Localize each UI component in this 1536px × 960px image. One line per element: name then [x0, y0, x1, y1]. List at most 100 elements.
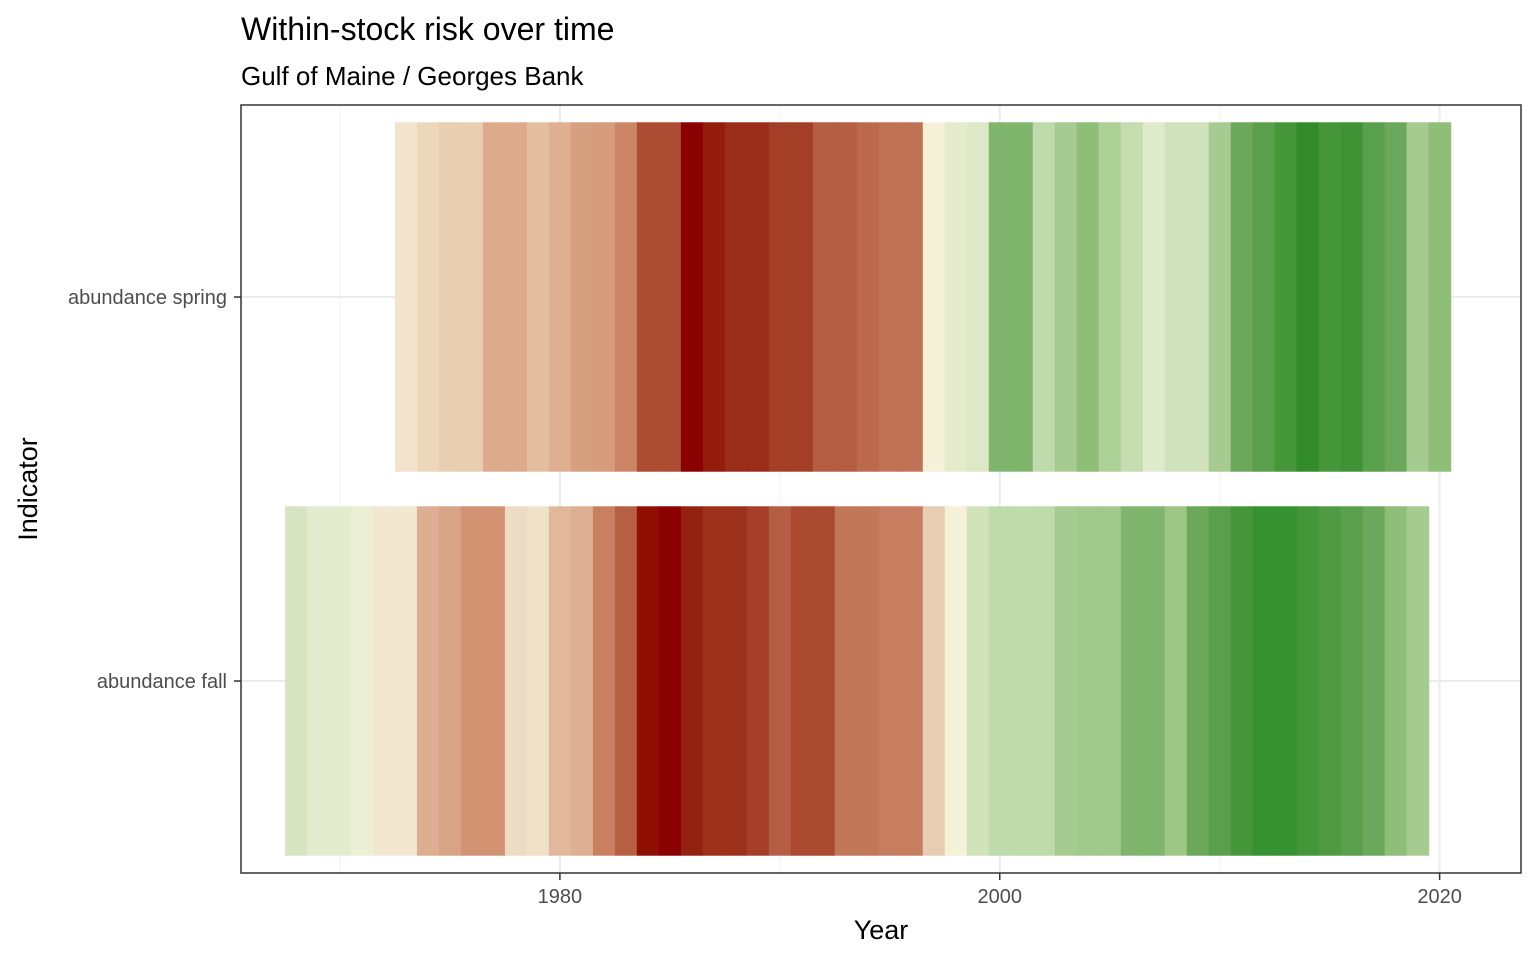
heatmap-tile [988, 122, 1012, 472]
heatmap-tile [592, 506, 616, 856]
heatmap-tile [746, 122, 770, 472]
panel-border [240, 104, 1522, 874]
heatmap-tile [834, 122, 858, 472]
heatmap-tile [680, 506, 704, 856]
x-tick-label: 2000 [978, 886, 1023, 908]
heatmap-tile [856, 506, 880, 856]
heatmap-tile [416, 506, 440, 856]
heatmap-tile [526, 122, 550, 472]
heatmap-tile [526, 506, 550, 856]
heatmap-tile [1428, 122, 1452, 472]
heatmap-tile [724, 122, 748, 472]
heatmap-tile [922, 122, 946, 472]
x-tick-label: 1980 [538, 886, 583, 908]
heatmap-tile [1362, 506, 1386, 856]
heatmap-tile [548, 506, 572, 856]
heatmap-tile [966, 506, 990, 856]
heatmap-tile [856, 122, 880, 472]
heatmap-tile [306, 506, 330, 856]
heatmap-tile [988, 506, 1012, 856]
heatmap-tiles [284, 122, 1452, 856]
heatmap-tile [1010, 122, 1034, 472]
heatmap-tile [878, 506, 902, 856]
heatmap-tile [1406, 506, 1430, 856]
chart-title: Within-stock risk over time [241, 11, 614, 47]
heatmap-tile [570, 122, 594, 472]
heatmap-tile [922, 506, 946, 856]
heatmap-tile [702, 506, 726, 856]
heatmap-tile [702, 122, 726, 472]
heatmap-tile [1098, 506, 1122, 856]
heatmap-tile [790, 122, 814, 472]
heatmap-tile [1252, 122, 1276, 472]
heatmap-tile [878, 122, 902, 472]
heatmap-tile [636, 506, 660, 856]
heatmap-tile [1098, 122, 1122, 472]
heatmap-tile [328, 506, 352, 856]
heatmap-tile [1296, 122, 1320, 472]
heatmap-tile [1076, 122, 1100, 472]
heatmap-tile [284, 506, 308, 856]
heatmap-tile [438, 506, 462, 856]
heatmap-tile [790, 506, 814, 856]
heatmap-tile [1318, 122, 1342, 472]
heatmap-tile [438, 122, 462, 472]
heatmap-tile [1054, 506, 1078, 856]
heatmap-tile [680, 122, 704, 472]
heatmap-tile [1362, 122, 1386, 472]
heatmap-tile [548, 122, 572, 472]
heatmap-tile [350, 506, 374, 856]
heatmap-tile [966, 122, 990, 472]
heatmap-tile [1340, 122, 1364, 472]
heatmap-tile [482, 506, 506, 856]
heatmap-tile [504, 506, 528, 856]
heatmap-tile [482, 122, 506, 472]
heatmap-tile [372, 506, 396, 856]
heatmap-tile [812, 122, 836, 472]
axes: 1980 2000 2020 abundance fall abundance spri… [68, 287, 1462, 908]
heatmap-tile [1032, 122, 1056, 472]
heatmap-tile [900, 122, 924, 472]
heatmap-tile [614, 506, 638, 856]
heatmap-tile [1120, 506, 1144, 856]
heatmap-tile [658, 506, 682, 856]
heatmap-tile [768, 122, 792, 472]
heatmap-tile [944, 122, 968, 472]
heatmap-tile [1186, 122, 1210, 472]
heatmap-tile [592, 122, 616, 472]
heatmap-tile [1186, 506, 1210, 856]
heatmap-tile [1406, 122, 1430, 472]
heatmap-tile [1164, 122, 1188, 472]
heatmap-tile [1252, 506, 1276, 856]
heatmap-tile [900, 506, 924, 856]
heatmap-tile [1032, 506, 1056, 856]
heatmap-tile [504, 122, 528, 472]
heatmap-tile [570, 506, 594, 856]
y-tick-label: abundance fall [97, 671, 227, 693]
heatmap-tile [1054, 122, 1078, 472]
heatmap-tile [768, 506, 792, 856]
heatmap-tile [1120, 122, 1144, 472]
heatmap-tile [416, 122, 440, 472]
heatmap-tile [1010, 506, 1034, 856]
heatmap-tile [614, 122, 638, 472]
heatmap-tile [460, 122, 484, 472]
heatmap-tile [724, 506, 748, 856]
heatmap-tile [1230, 122, 1254, 472]
heatmap-tile [944, 506, 968, 856]
heatmap-tile [1296, 506, 1320, 856]
heatmap-tile [746, 506, 770, 856]
y-tick-label: abundance spring [68, 287, 227, 309]
chart-subtitle: Gulf of Maine / Georges Bank [241, 61, 585, 91]
heatmap-tile [834, 506, 858, 856]
heatmap-tile [394, 122, 418, 472]
heatmap-tile [1076, 506, 1100, 856]
heatmap-tile [1208, 122, 1232, 472]
heatmap-tile [658, 122, 682, 472]
heatmap-tile [1274, 506, 1298, 856]
heatmap-tile [460, 506, 484, 856]
heatmap-tile [394, 506, 418, 856]
y-axis-title: Indicator [13, 437, 43, 541]
heatmap-tile [1142, 122, 1166, 472]
heatmap-tile [1142, 506, 1166, 856]
